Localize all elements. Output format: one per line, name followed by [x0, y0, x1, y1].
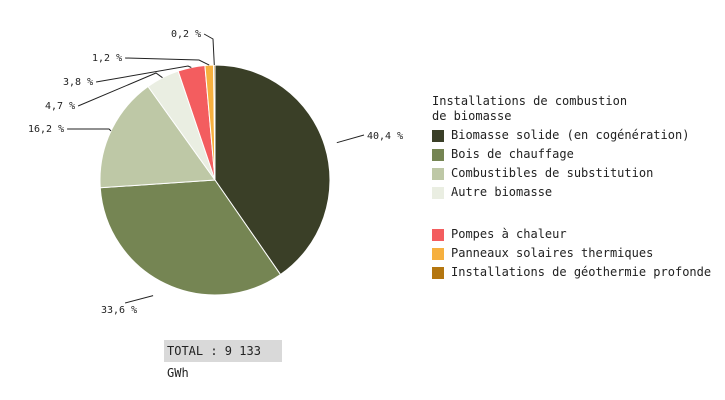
legend-swatch [432, 148, 444, 161]
legend-group-biomass: Biomasse solide (en cogénération) Bois de… [432, 126, 711, 202]
legend-swatch [432, 266, 444, 279]
slice-label: 1,2 % [92, 53, 122, 64]
leader-line [77, 72, 163, 107]
legend-label: Combustibles de substitution [451, 166, 654, 180]
legend-item: Installations de géothermie profonde [432, 263, 711, 282]
legend-swatch [432, 247, 444, 260]
slice-label: 33,6 % [101, 305, 137, 316]
legend-item: Panneaux solaires thermiques [432, 244, 711, 263]
leader-line [124, 295, 154, 304]
total-label: TOTAL : 9 133 GWh [164, 340, 282, 380]
legend-title-line-2: de biomasse [432, 109, 512, 123]
legend-swatch [432, 186, 444, 199]
slice-label: 4,7 % [45, 101, 75, 112]
leader-line [125, 57, 210, 66]
legend-item: Combustibles de substitution [432, 164, 711, 183]
legend-title: Installations de combustion de biomasse [432, 94, 711, 124]
legend-label: Biomasse solide (en cogénération) [451, 128, 690, 142]
legend: Installations de combustion de biomasse … [432, 94, 711, 282]
slice-label: 16,2 % [28, 124, 64, 135]
pie-slice [214, 64, 331, 276]
legend-swatch [432, 167, 444, 180]
slice-label: 0,2 % [171, 29, 201, 40]
legend-label: Panneaux solaires thermiques [451, 246, 654, 260]
pie-slice [99, 85, 216, 189]
leader-line [336, 134, 365, 144]
legend-swatch [432, 129, 444, 142]
slice-label: 40,4 % [367, 131, 403, 142]
legend-item: Bois de chauffage [432, 145, 711, 164]
legend-label: Pompes à chaleur [451, 227, 567, 241]
leader-line [203, 33, 215, 66]
pie-slice [99, 179, 282, 296]
leader-line [96, 65, 192, 83]
legend-label: Installations de géothermie profonde [451, 265, 712, 279]
legend-label: Autre biomasse [451, 185, 553, 199]
legend-label: Bois de chauffage [451, 147, 574, 161]
legend-item: Autre biomasse [432, 183, 711, 202]
legend-group-other: Pompes à chaleur Panneaux solaires thermi… [432, 225, 711, 282]
legend-swatch [432, 228, 444, 241]
legend-item: Biomasse solide (en cogénération) [432, 126, 711, 145]
legend-title-line-1: Installations de combustion [432, 94, 628, 108]
pie-slice [213, 64, 216, 181]
leader-line [67, 128, 112, 132]
slice-label: 3,8 % [63, 77, 93, 88]
legend-item: Pompes à chaleur [432, 225, 711, 244]
